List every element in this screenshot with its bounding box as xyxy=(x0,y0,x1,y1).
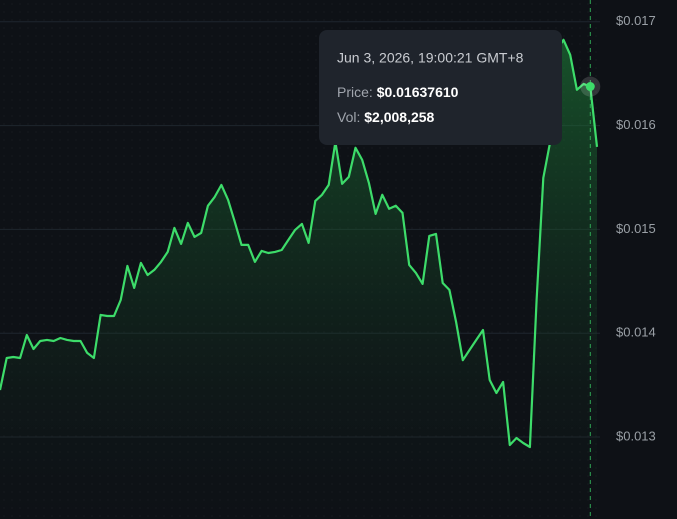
y-tick-label: $0.014 xyxy=(616,325,656,340)
hover-point xyxy=(585,82,595,92)
vol-label: Vol: xyxy=(337,109,360,125)
area xyxy=(0,39,597,519)
y-tick-label: $0.013 xyxy=(616,428,656,443)
tooltip-price: Price: $0.01637610 xyxy=(337,84,459,100)
tooltip: Jun 3, 2026, 19:00:21 GMT+8 Price: $0.01… xyxy=(319,30,562,145)
price-value: $0.01637610 xyxy=(377,84,459,100)
price-label: Price: xyxy=(337,84,373,100)
price-line xyxy=(0,38,599,449)
tooltip-date: Jun 3, 2026, 19:00:21 GMT+8 xyxy=(337,50,524,66)
y-tick-label: $0.015 xyxy=(616,221,656,236)
vol-value: $2,008,258 xyxy=(364,109,434,125)
tooltip-box xyxy=(319,30,562,145)
y-tick-label: $0.016 xyxy=(616,117,656,132)
y-tick-label: $0.017 xyxy=(616,13,656,28)
tooltip-vol: Vol: $2,008,258 xyxy=(337,109,435,125)
